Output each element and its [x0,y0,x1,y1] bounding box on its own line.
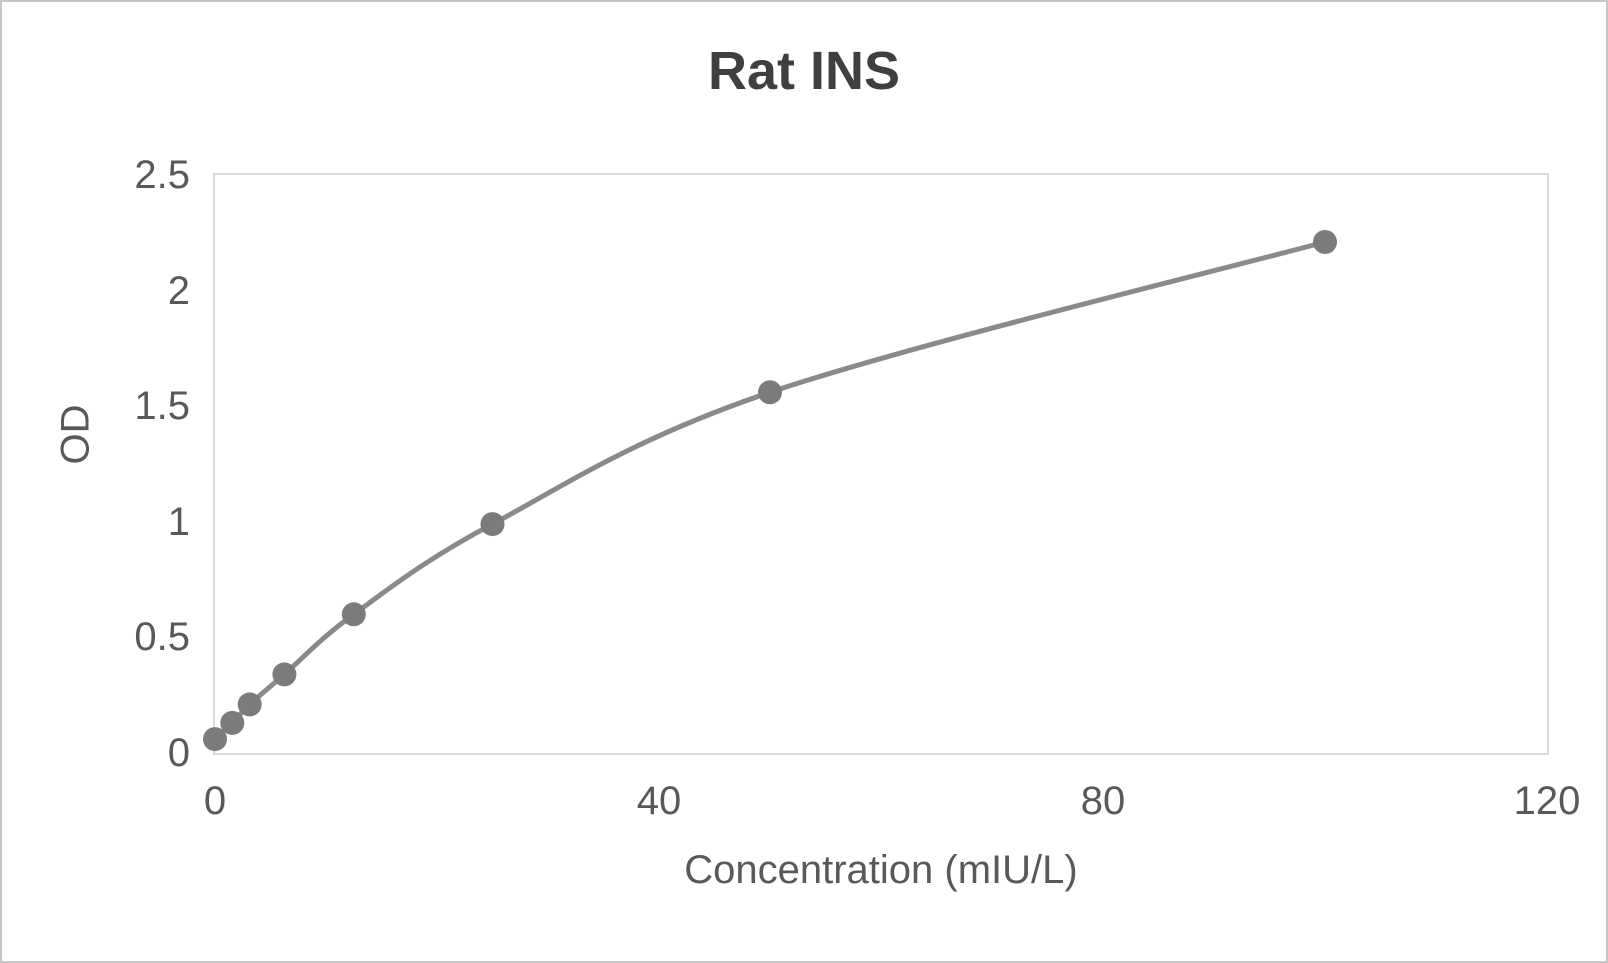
y-axis-tick-label: 2.5 [134,153,190,197]
x-axis-tick-label: 40 [636,779,682,823]
data-point [237,692,262,717]
plot-area [203,230,1337,752]
y-axis-title: OD [53,404,98,464]
y-axis-tick-label: 0.5 [134,615,190,660]
data-point [1313,230,1337,254]
plot-area-border [213,173,1549,755]
data-point [480,512,505,537]
y-axis-title-container: OD [48,175,104,753]
x-axis-title: Concentration (mIU/L) [684,848,1078,892]
data-point-markers [203,230,1337,752]
y-axis-tick-label: 1.5 [134,384,190,429]
data-point [758,380,782,405]
data-point [203,727,227,752]
x-axis-tick-label: 80 [1080,779,1126,823]
y-axis-tick-label: 0 [167,731,190,775]
data-point [272,662,297,687]
chart-title: Rat INS [707,41,901,101]
y-axis-tick-label: 1 [167,499,190,544]
data-point [220,710,245,735]
y-axis-tick-label: 2 [167,268,190,313]
x-axis-tick-label: 0 [203,779,227,823]
standard-curve-line [212,239,1328,742]
data-point [341,602,366,627]
x-axis-tick-label: 120 [1513,779,1581,823]
